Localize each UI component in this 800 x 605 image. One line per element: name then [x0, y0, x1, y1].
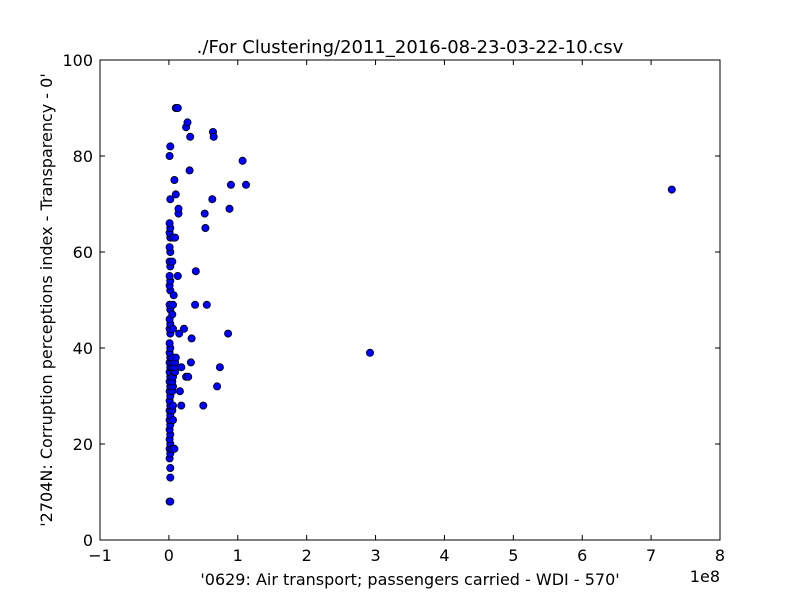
y-axis-title: '2704N: Corruption perceptions index - T…	[37, 73, 56, 526]
data-point	[177, 363, 186, 372]
data-point	[179, 324, 188, 333]
data-point	[168, 310, 177, 319]
x-tick-label: 1	[233, 546, 243, 565]
data-point	[165, 271, 174, 280]
data-point	[175, 329, 184, 338]
data-point	[201, 223, 210, 232]
data-point	[186, 358, 195, 367]
x-tick-label: 2	[302, 546, 312, 565]
data-point	[171, 233, 180, 242]
data-point	[184, 372, 193, 381]
data-point	[170, 444, 179, 453]
data-point	[208, 195, 217, 204]
data-point	[224, 329, 233, 338]
data-point	[166, 195, 175, 204]
y-tick-label: 100	[62, 51, 93, 70]
x-tick-label: 4	[439, 546, 449, 565]
data-point	[171, 353, 180, 362]
data-point	[168, 401, 177, 410]
data-point	[241, 180, 250, 189]
data-point	[191, 267, 200, 276]
data-point	[168, 300, 177, 309]
x-tick-label: 5	[508, 546, 518, 565]
data-point	[199, 401, 208, 410]
data-point	[168, 257, 177, 266]
data-point	[166, 497, 175, 506]
chart-title: ./For Clustering/2011_2016-08-23-03-22-1…	[197, 37, 624, 58]
data-point	[166, 473, 175, 482]
data-point	[165, 151, 174, 160]
data-point	[168, 415, 177, 424]
data-point	[191, 300, 200, 309]
data-point	[175, 387, 184, 396]
data-point	[225, 204, 234, 213]
data-point	[166, 463, 175, 472]
y-tick-label: 0	[83, 531, 93, 550]
data-point	[200, 209, 209, 218]
data-point	[174, 204, 183, 213]
data-point	[171, 190, 180, 199]
data-point	[165, 243, 174, 252]
data-point	[185, 166, 194, 175]
data-point	[226, 180, 235, 189]
data-point	[202, 300, 211, 309]
points-layer	[165, 104, 676, 506]
data-point	[173, 104, 182, 113]
data-point	[213, 382, 222, 391]
data-point	[186, 132, 195, 141]
x-tick-label: 6	[577, 546, 587, 565]
data-point	[177, 401, 186, 410]
data-point	[170, 175, 179, 184]
data-point	[183, 118, 192, 127]
x-axis-title: '0629: Air transport; passengers carried…	[200, 570, 619, 589]
x-tick-label: 8	[715, 546, 725, 565]
data-point	[173, 271, 182, 280]
data-point	[165, 339, 174, 348]
y-tick-label: 80	[73, 147, 93, 166]
data-point	[365, 348, 374, 357]
data-point	[187, 334, 196, 343]
x-tick-label: 3	[370, 546, 380, 565]
data-point	[169, 291, 178, 300]
data-point	[215, 363, 224, 372]
x-axis-ticks: −1 0 1 2 3 4 5 6 7 8	[88, 60, 725, 565]
plot-frame	[99, 59, 721, 541]
x-tick-label: 7	[646, 546, 656, 565]
data-point	[168, 324, 177, 333]
y-tick-label: 40	[73, 339, 93, 358]
x-axis-offset-label: 1e8	[690, 567, 720, 586]
data-point	[667, 185, 676, 194]
data-point	[238, 156, 247, 165]
x-tick-label: −1	[88, 546, 112, 565]
x-tick-label: 0	[164, 546, 174, 565]
y-axis-ticks: 0 20 40 60 80 100	[62, 51, 720, 550]
data-point	[165, 219, 174, 228]
data-point	[209, 132, 218, 141]
y-tick-label: 60	[73, 243, 93, 262]
data-point	[166, 142, 175, 151]
y-tick-label: 20	[73, 435, 93, 454]
